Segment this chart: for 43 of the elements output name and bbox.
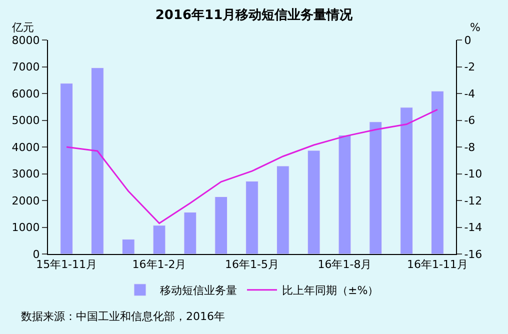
legend-label: 移动短信业务量 [160, 284, 237, 298]
bar [91, 68, 104, 254]
y2-axis-title: % [470, 21, 480, 34]
bar [246, 180, 258, 254]
y2-tick-label: -16 [464, 248, 482, 261]
bar [431, 90, 444, 254]
y-tick-label: 6000 [12, 87, 40, 100]
bar [184, 212, 197, 254]
bar [400, 107, 413, 254]
bar [276, 166, 290, 254]
bar [152, 225, 166, 254]
y-tick-label: 5000 [12, 114, 40, 128]
y-axis-title: 亿元 [11, 21, 34, 34]
chart-title: 2016年11月移动短信业务量情况 [155, 8, 354, 24]
bar [338, 134, 352, 254]
source-note: 数据来源：中国工业和信息化部，2016年 [21, 310, 225, 323]
y2-tick-label: -14 [464, 221, 482, 234]
y2-tick-label: 0 [464, 34, 472, 47]
bar [214, 196, 228, 254]
y-tick-label: 4000 [12, 140, 40, 154]
y2-tick-label: -4 [464, 87, 476, 100]
x-tick-label: 15年1-11月 [36, 258, 98, 272]
bar [307, 150, 320, 254]
y-tick-label: 3000 [12, 168, 40, 181]
y-tick-label: 7000 [12, 60, 40, 74]
x-tick-label: 16年1-2月 [132, 258, 186, 272]
x-tick-label: 16年1-5月 [225, 258, 279, 272]
y-tick-label: 8000 [12, 34, 40, 47]
y-tick-label: 1000 [12, 221, 40, 234]
x-tick-label: 16年1-8月 [318, 258, 372, 272]
y-tick-label: 2000 [12, 194, 40, 208]
y2-tick-label: -10 [464, 168, 482, 181]
x-tick-label: 16年1-11月 [406, 258, 468, 272]
y-tick-label: 0 [32, 248, 40, 261]
bar [369, 122, 382, 254]
y2-tick-label: -2 [464, 60, 476, 74]
bar [60, 83, 73, 254]
y2-tick-label: -12 [464, 194, 482, 208]
y2-tick-label: -8 [464, 140, 476, 154]
line-series [66, 108, 438, 224]
y2-tick-label: -6 [464, 114, 476, 128]
bar [122, 239, 135, 254]
legend-label: 比上年同期（±%） [282, 284, 379, 298]
